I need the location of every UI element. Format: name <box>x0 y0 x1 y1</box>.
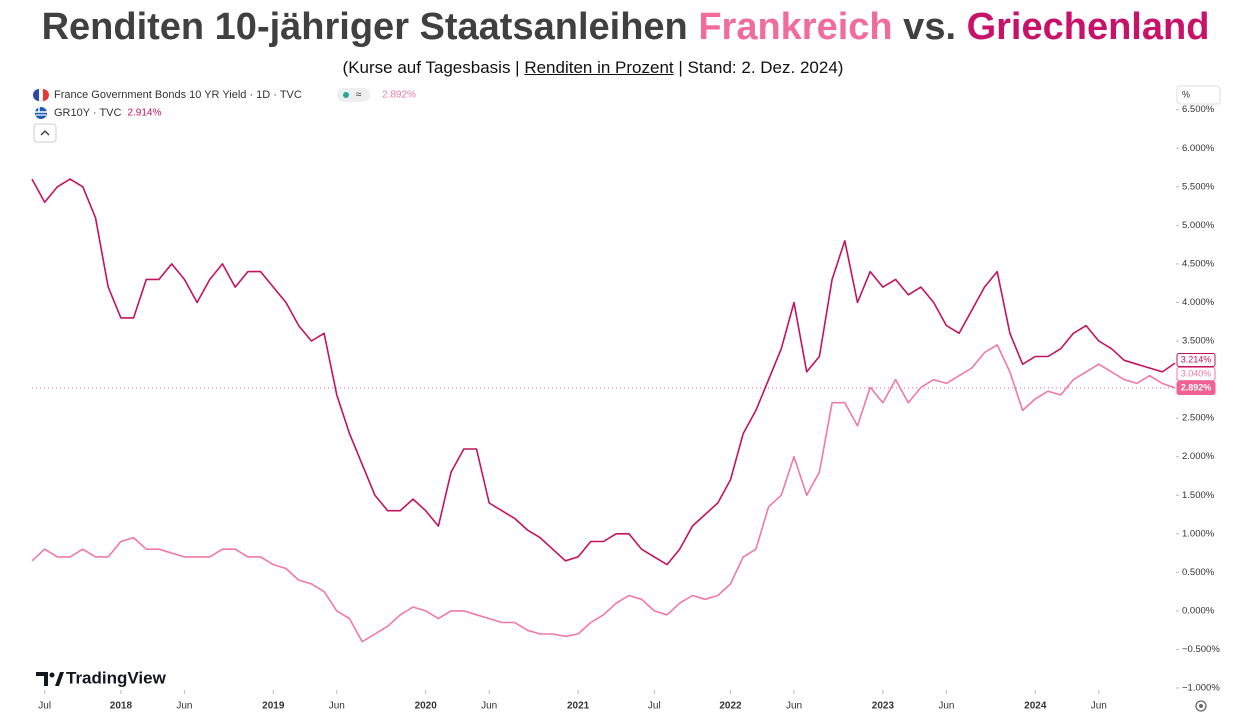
chart-title: Renditen 10-jähriger Staatsanleihen Fran… <box>0 6 1251 49</box>
legend-value: 2.914% <box>127 108 161 119</box>
title-part: Renditen 10-jähriger Staatsanleihen <box>41 6 699 48</box>
collapse-button[interactable] <box>33 123 57 143</box>
x-tick-label: 2024 <box>1024 701 1047 712</box>
legend-label: France Government Bonds 10 YR Yield · 1D… <box>54 89 302 101</box>
y-tick-label: 6.000% <box>1182 143 1215 154</box>
x-tick-label: Jun <box>1091 701 1107 712</box>
y-tick-label: −1.000% <box>1182 683 1220 694</box>
x-tick-label: Jun <box>329 701 345 712</box>
price-badge-label: 2.892% <box>1181 382 1212 392</box>
price-badge <box>1176 353 1216 367</box>
title-part: vs. <box>892 6 967 48</box>
price-badge <box>1176 367 1216 381</box>
y-tick-label: 1.500% <box>1182 490 1215 501</box>
price-badge-label: 3.040% <box>1181 368 1212 378</box>
x-tick-label: Jun <box>176 701 192 712</box>
watermark: TradingView <box>66 668 167 687</box>
status-badge: ≈ <box>337 88 370 102</box>
x-tick-label: Jun <box>938 701 954 712</box>
chart-subtitle: (Kurse auf Tagesbasis | Renditen in Proz… <box>0 58 1186 78</box>
y-tick-label: 0.500% <box>1182 567 1215 578</box>
y-tick-label: 6.500% <box>1182 104 1215 115</box>
x-tick-label: 2021 <box>567 701 590 712</box>
subtitle-part: | Stand: 2. Dez. 2024) <box>673 58 844 77</box>
y-tick-label: −0.500% <box>1182 644 1220 655</box>
series-line <box>31 178 1176 566</box>
y-tick-label: 2.000% <box>1182 451 1215 462</box>
x-tick-label: 2019 <box>262 701 285 712</box>
tradingview-logo <box>36 672 64 686</box>
price-badge-label: 3.214% <box>1181 354 1212 364</box>
settings-icon[interactable] <box>1195 700 1207 712</box>
svg-text:≈: ≈ <box>356 90 362 101</box>
x-tick-label: Jun <box>481 701 497 712</box>
y-tick-label: 4.500% <box>1182 258 1215 269</box>
legend-label: GR10Y · TVC <box>54 107 122 119</box>
x-tick-label: 2023 <box>872 701 895 712</box>
title-part: Frankreich <box>698 6 893 48</box>
y-tick-label: 4.000% <box>1182 297 1215 308</box>
y-tick-label: 2.500% <box>1182 413 1215 424</box>
legend-value: 2.892% <box>382 90 416 101</box>
y-tick-label: 1.000% <box>1182 528 1215 539</box>
subtitle-part: (Kurse auf Tagesbasis | <box>342 58 525 77</box>
x-tick-label: 2020 <box>415 701 438 712</box>
y-tick-label: 0.000% <box>1182 605 1215 616</box>
x-tick-label: 2022 <box>719 701 742 712</box>
flag-greece <box>35 107 47 119</box>
series-line <box>31 344 1176 643</box>
unit-box <box>1176 85 1221 105</box>
title-part: Griechenland <box>966 6 1210 48</box>
subtitle-part: Renditen in Prozent <box>524 58 674 77</box>
y-unit: % <box>1182 89 1190 99</box>
x-tick-label: Jul <box>38 701 51 712</box>
x-tick-label: 2018 <box>110 701 133 712</box>
flag-france <box>33 88 49 102</box>
y-tick-label: 3.500% <box>1182 336 1215 347</box>
x-tick-label: Jun <box>786 701 802 712</box>
x-tick-label: Jul <box>648 701 661 712</box>
y-tick-label: 5.500% <box>1182 181 1215 192</box>
price-badge <box>1176 381 1216 395</box>
y-tick-label: 5.000% <box>1182 220 1215 231</box>
